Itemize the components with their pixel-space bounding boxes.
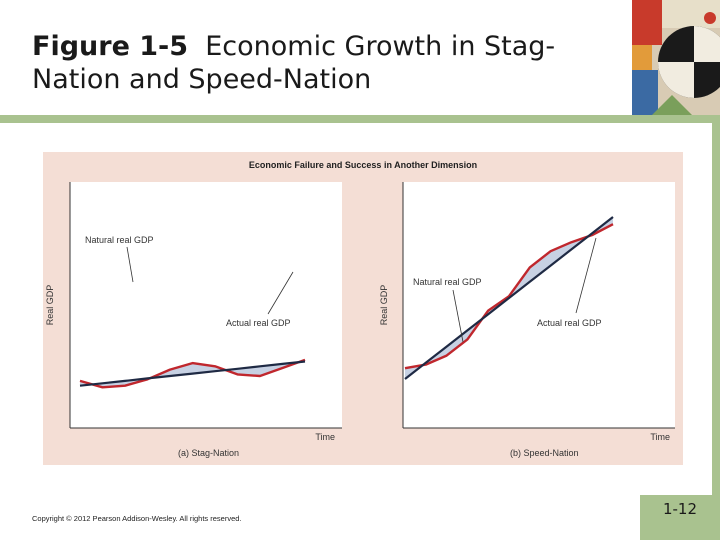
plot-area	[404, 216, 614, 380]
annotation-pointer	[267, 271, 294, 315]
panel-label: (b) Speed-Nation	[510, 448, 579, 458]
series-natural-gdp	[79, 360, 306, 387]
x-axis-label: Time	[650, 432, 670, 442]
panel-label: (a) Stag-Nation	[178, 448, 239, 458]
figure-panel: Economic Failure and Success in Another …	[43, 152, 683, 465]
plot-area	[79, 358, 306, 389]
annotation-actual-gdp: Actual real GDP	[537, 318, 602, 328]
y-axis-label: Real GDP	[379, 285, 389, 326]
slide-title: Figure 1-5 Economic Growth in Stag-Natio…	[32, 30, 592, 96]
figure-title: Economic Growth in Stag-Nation and Speed…	[32, 31, 556, 95]
series-actual-gdp	[404, 223, 614, 370]
annotation-natural-gdp: Natural real GDP	[413, 277, 482, 287]
copyright-notice: Copyright © 2012 Pearson Addison-Wesley.…	[32, 514, 242, 523]
panel-speed-nation: Real GDP Time (b) Speed-Nation Natural r…	[379, 182, 675, 458]
panel-stag-nation: Real GDP Time (a) Stag-Nation Natural re…	[45, 182, 342, 458]
annotation-pointer	[452, 289, 464, 343]
annotation-natural-gdp: Natural real GDP	[85, 235, 154, 245]
annotation-pointer	[575, 237, 597, 314]
title-divider	[0, 115, 720, 123]
figure-header: Economic Failure and Success in Another …	[249, 160, 477, 170]
decorative-artwork	[632, 0, 720, 115]
annotation-pointer	[126, 246, 134, 283]
x-axis-label: Time	[315, 432, 335, 442]
right-accent-bar	[712, 123, 720, 495]
annotation-actual-gdp: Actual real GDP	[226, 318, 291, 328]
series-actual-gdp	[79, 358, 306, 389]
footer-accent-box	[640, 495, 720, 540]
series-natural-gdp	[404, 216, 614, 380]
figure-number: Figure 1-5	[32, 31, 189, 62]
page-number: 1-12	[662, 500, 698, 518]
y-axis-label: Real GDP	[45, 285, 55, 326]
